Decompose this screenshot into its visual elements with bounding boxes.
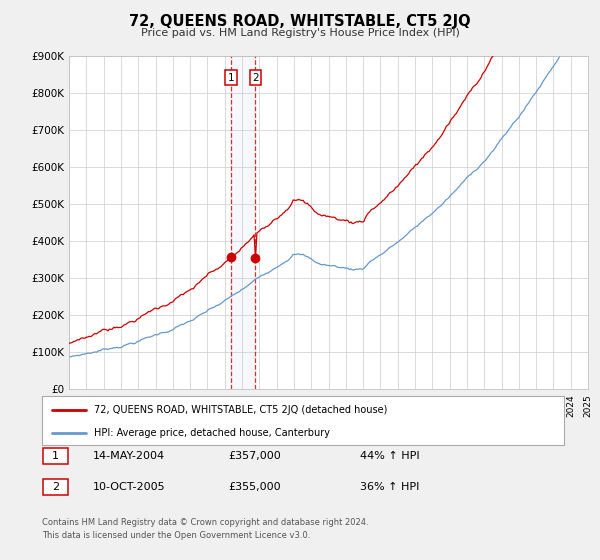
Text: This data is licensed under the Open Government Licence v3.0.: This data is licensed under the Open Gov… <box>42 531 310 540</box>
Bar <box>231 56 256 389</box>
Text: 44% ↑ HPI: 44% ↑ HPI <box>360 451 419 461</box>
Text: 10-OCT-2005: 10-OCT-2005 <box>93 482 166 492</box>
Text: HPI: Average price, detached house, Canterbury: HPI: Average price, detached house, Cant… <box>94 428 330 438</box>
Text: 2: 2 <box>52 482 59 492</box>
Text: £357,000: £357,000 <box>228 451 281 461</box>
Text: Contains HM Land Registry data © Crown copyright and database right 2024.: Contains HM Land Registry data © Crown c… <box>42 518 368 527</box>
Text: 72, QUEENS ROAD, WHITSTABLE, CT5 2JQ: 72, QUEENS ROAD, WHITSTABLE, CT5 2JQ <box>129 14 471 29</box>
Text: 14-MAY-2004: 14-MAY-2004 <box>93 451 165 461</box>
FancyBboxPatch shape <box>42 396 564 445</box>
Text: £355,000: £355,000 <box>228 482 281 492</box>
Text: Price paid vs. HM Land Registry's House Price Index (HPI): Price paid vs. HM Land Registry's House … <box>140 28 460 38</box>
FancyBboxPatch shape <box>43 479 68 495</box>
Text: 72, QUEENS ROAD, WHITSTABLE, CT5 2JQ (detached house): 72, QUEENS ROAD, WHITSTABLE, CT5 2JQ (de… <box>94 405 388 415</box>
FancyBboxPatch shape <box>43 449 68 464</box>
Text: 2: 2 <box>252 73 259 83</box>
Text: 36% ↑ HPI: 36% ↑ HPI <box>360 482 419 492</box>
Text: 1: 1 <box>228 73 235 83</box>
Text: 1: 1 <box>52 451 59 461</box>
